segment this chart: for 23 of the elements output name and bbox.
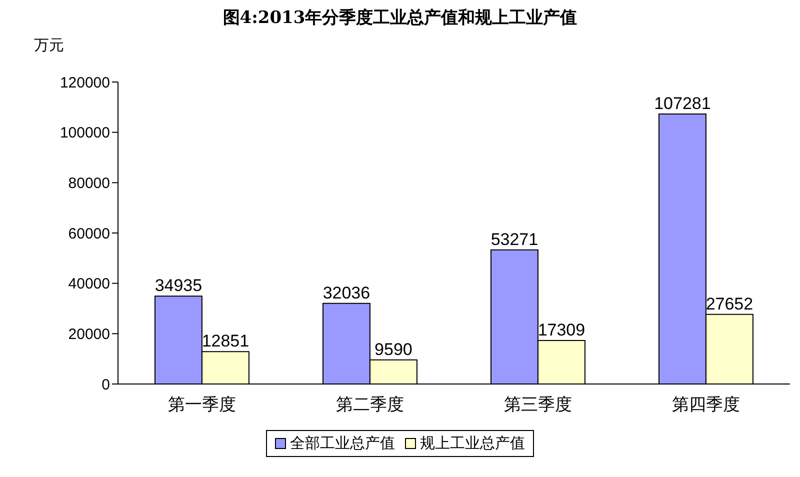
y-tick-label: 80000	[68, 174, 110, 192]
data-label: 27652	[706, 294, 754, 314]
data-label: 12851	[202, 332, 250, 351]
y-tick-label: 0	[102, 376, 110, 394]
y-tick-label: 60000	[68, 225, 110, 242]
x-tick-label: 第三季度	[504, 395, 572, 414]
x-tick-label: 第二季度	[336, 395, 404, 414]
data-label: 17309	[538, 320, 586, 340]
y-tick-label: 20000	[68, 326, 110, 343]
data-label: 53271	[490, 230, 538, 249]
y-axis-title: 万元	[34, 36, 64, 55]
legend-label: 规上工业总产值	[419, 434, 525, 453]
data-label: 9590	[374, 340, 412, 359]
data-label: 34935	[154, 276, 202, 296]
x-tick-label: 第四季度	[672, 395, 740, 414]
legend-label: 全部工业总产值	[289, 434, 395, 453]
y-tick-label: 40000	[68, 276, 110, 293]
x-tick-label: 第一季度	[168, 395, 236, 414]
data-label: 32036	[322, 283, 370, 302]
y-tick-label: 120000	[60, 74, 110, 92]
data-label: 107281	[654, 94, 711, 114]
y-tick-label: 100000	[60, 124, 110, 142]
chart-title: 图4:2013年分季度工业总产值和规上工业产值	[222, 7, 578, 29]
